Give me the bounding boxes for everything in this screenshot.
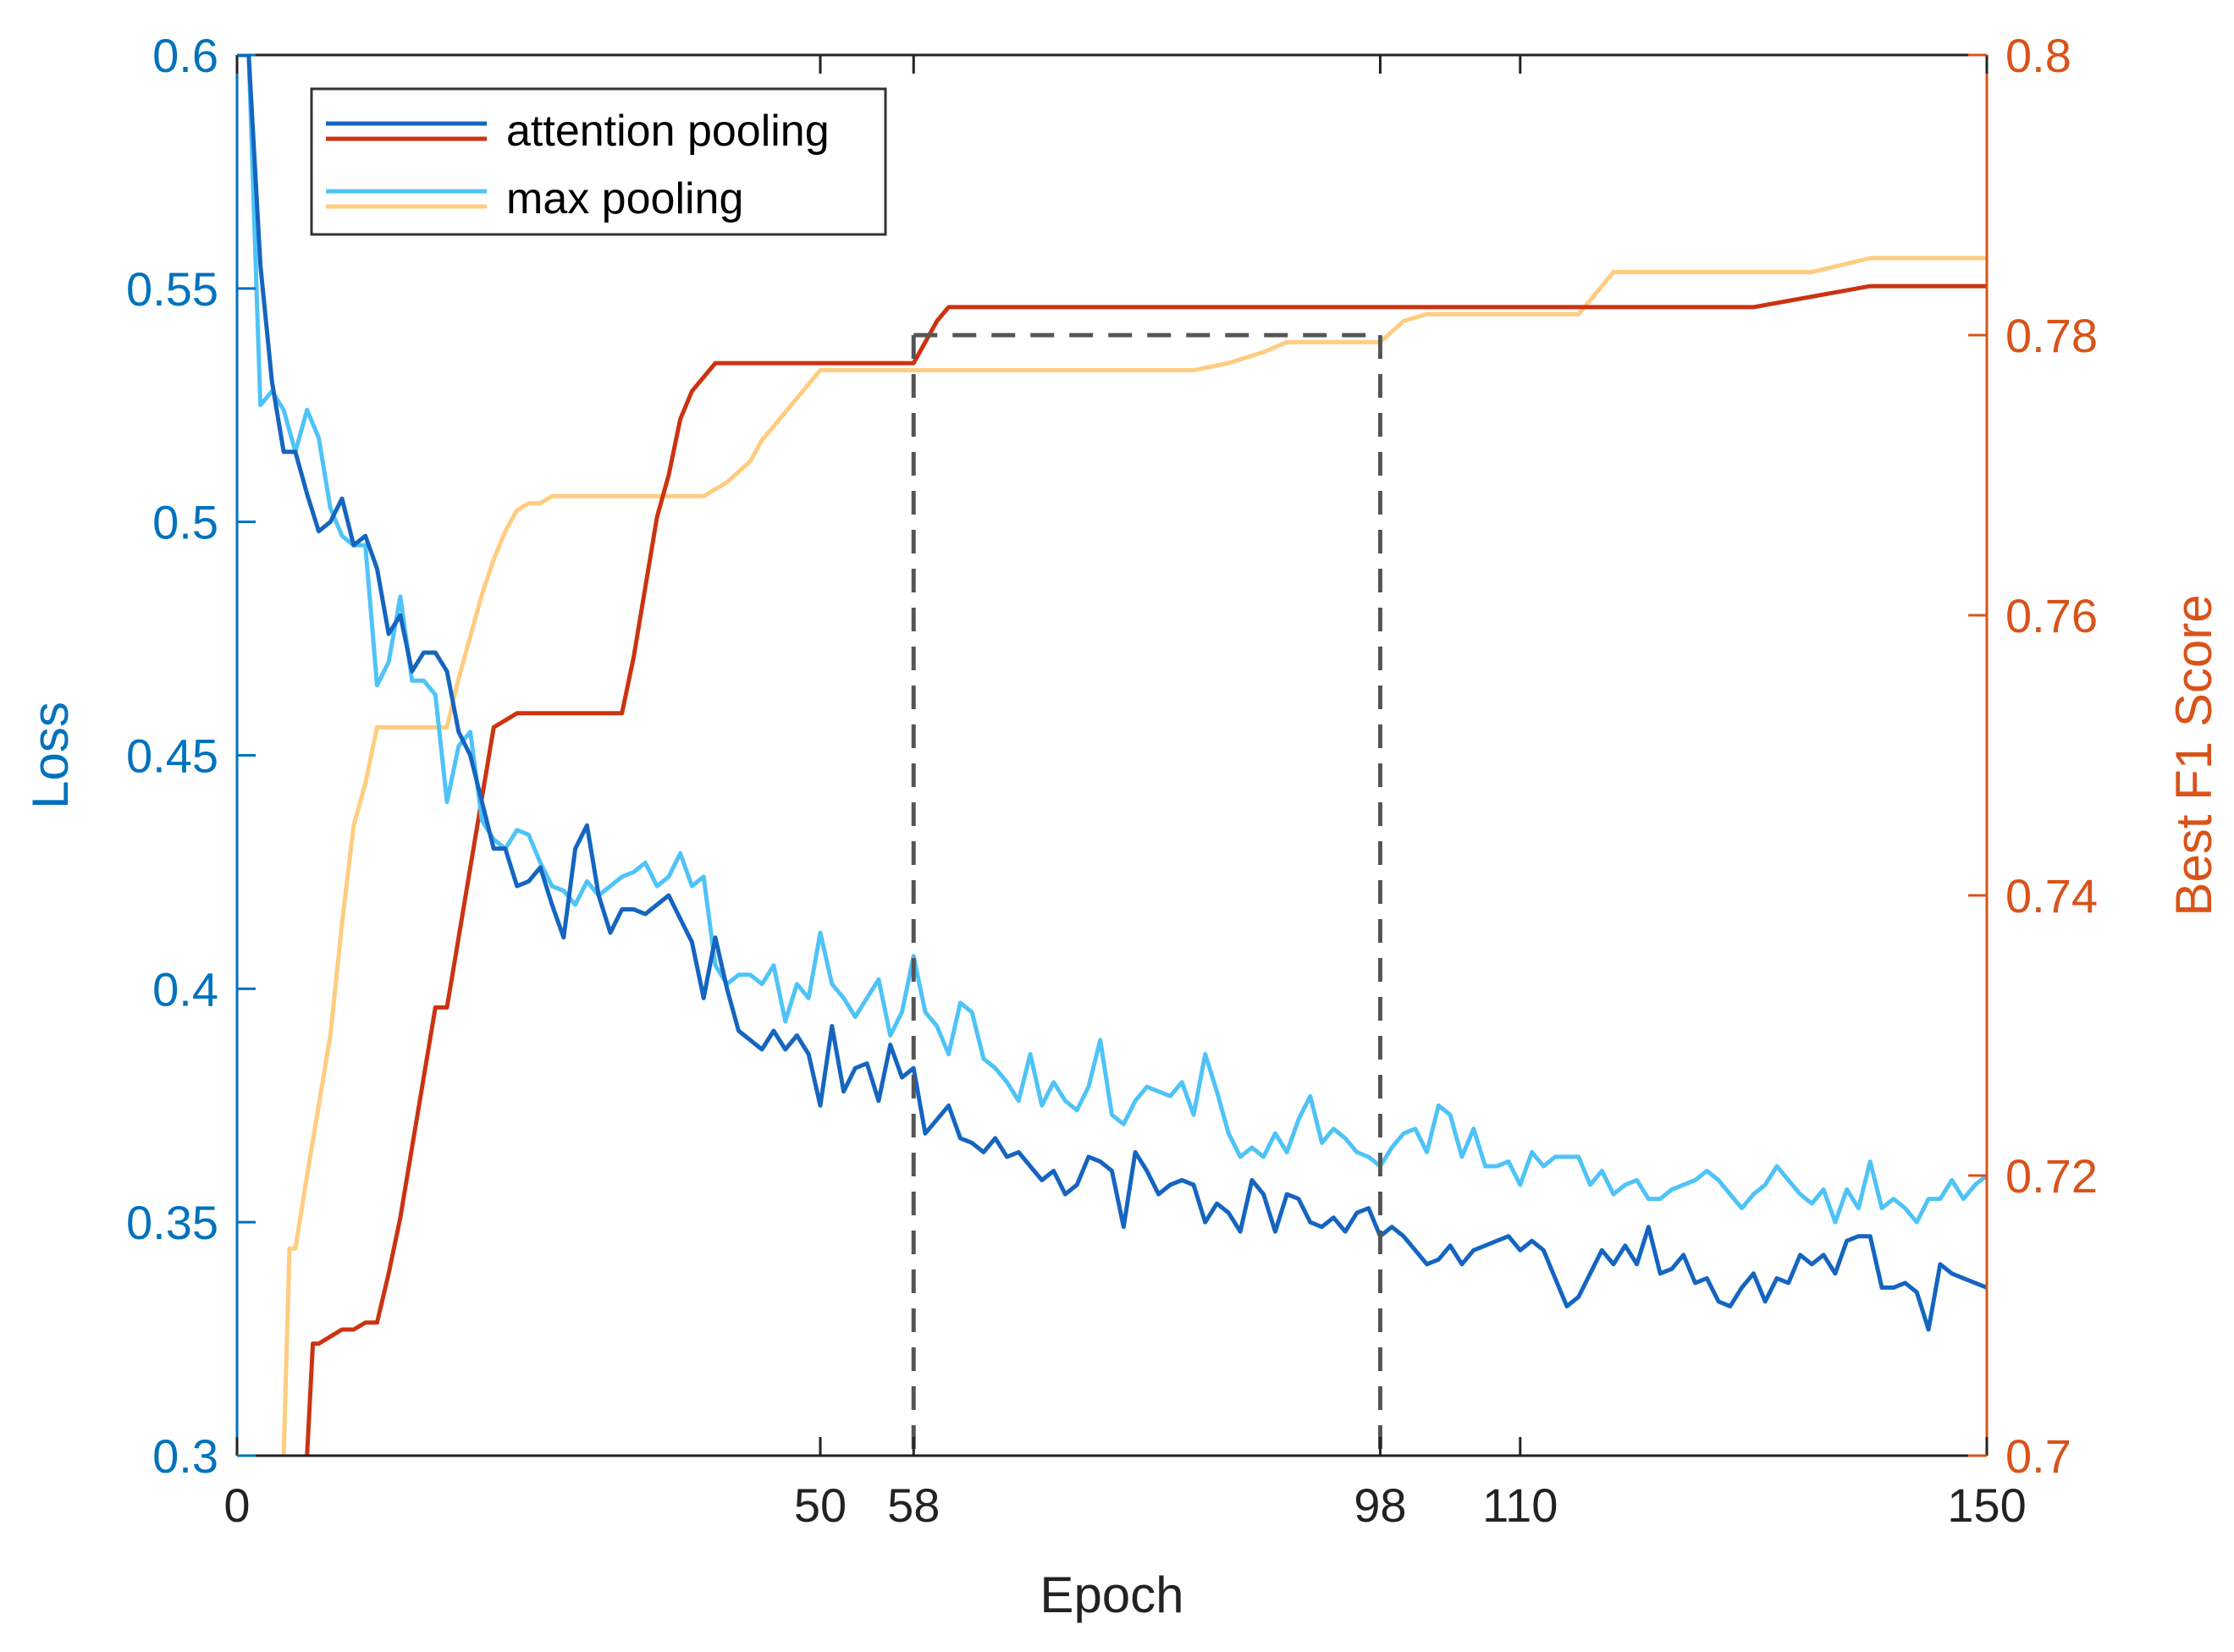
series-max-pooling-loss (237, 55, 1987, 1225)
left-y-tick-label: 0.35 (126, 1196, 218, 1249)
series-attention-pooling-f1 (305, 284, 1987, 1456)
x-tick-label: 98 (1354, 1479, 1406, 1532)
left-y-tick-label: 0.4 (152, 962, 218, 1016)
left-y-tick-label: 0.45 (126, 730, 218, 783)
axes (235, 53, 1989, 1457)
x-axis-title: Epoch (1040, 1567, 1183, 1623)
series-max-pooling-f1 (281, 256, 1987, 1456)
reference-markers (911, 333, 1382, 1456)
left-y-tick-label: 0.3 (152, 1429, 218, 1483)
series-lines (237, 55, 1987, 1456)
legend: attention pooling max pooling (310, 87, 887, 236)
x-tick-label: 110 (1482, 1479, 1558, 1532)
tick-labels: 0 50 58 98 110 150 0.3 0.35 0.4 0.45 0.5 0.55 0.6 0.7… (126, 29, 2098, 1532)
left-y-tick-label: 0.55 (126, 262, 218, 316)
right-y-tick-label: 0.7 (2005, 1429, 2071, 1483)
right-y-tick-label: 0.78 (2005, 309, 2098, 362)
legend-label-max-pooling: max pooling (506, 174, 743, 223)
legend-box (310, 87, 887, 236)
x-tick-label: 150 (1947, 1479, 2026, 1532)
right-y-tick-label: 0.74 (2005, 869, 2098, 922)
series-attention-pooling-loss (237, 55, 1987, 1332)
right-y-axis-title: Best F1 Score (2165, 594, 2222, 916)
left-y-axis-title: Loss (22, 702, 79, 809)
x-tick-label: 50 (794, 1479, 847, 1532)
right-y-tick-label: 0.76 (2005, 589, 2098, 642)
right-y-tick-label: 0.8 (2005, 29, 2071, 82)
x-tick-label: 0 (223, 1479, 250, 1532)
plot-area (237, 55, 1987, 1456)
legend-label-attention-pooling: attention pooling (506, 107, 830, 156)
right-y-tick-label: 0.72 (2005, 1149, 2098, 1203)
left-y-tick-label: 0.5 (152, 496, 218, 549)
left-y-tick-label: 0.6 (152, 29, 218, 82)
x-tick-label: 58 (887, 1479, 940, 1532)
